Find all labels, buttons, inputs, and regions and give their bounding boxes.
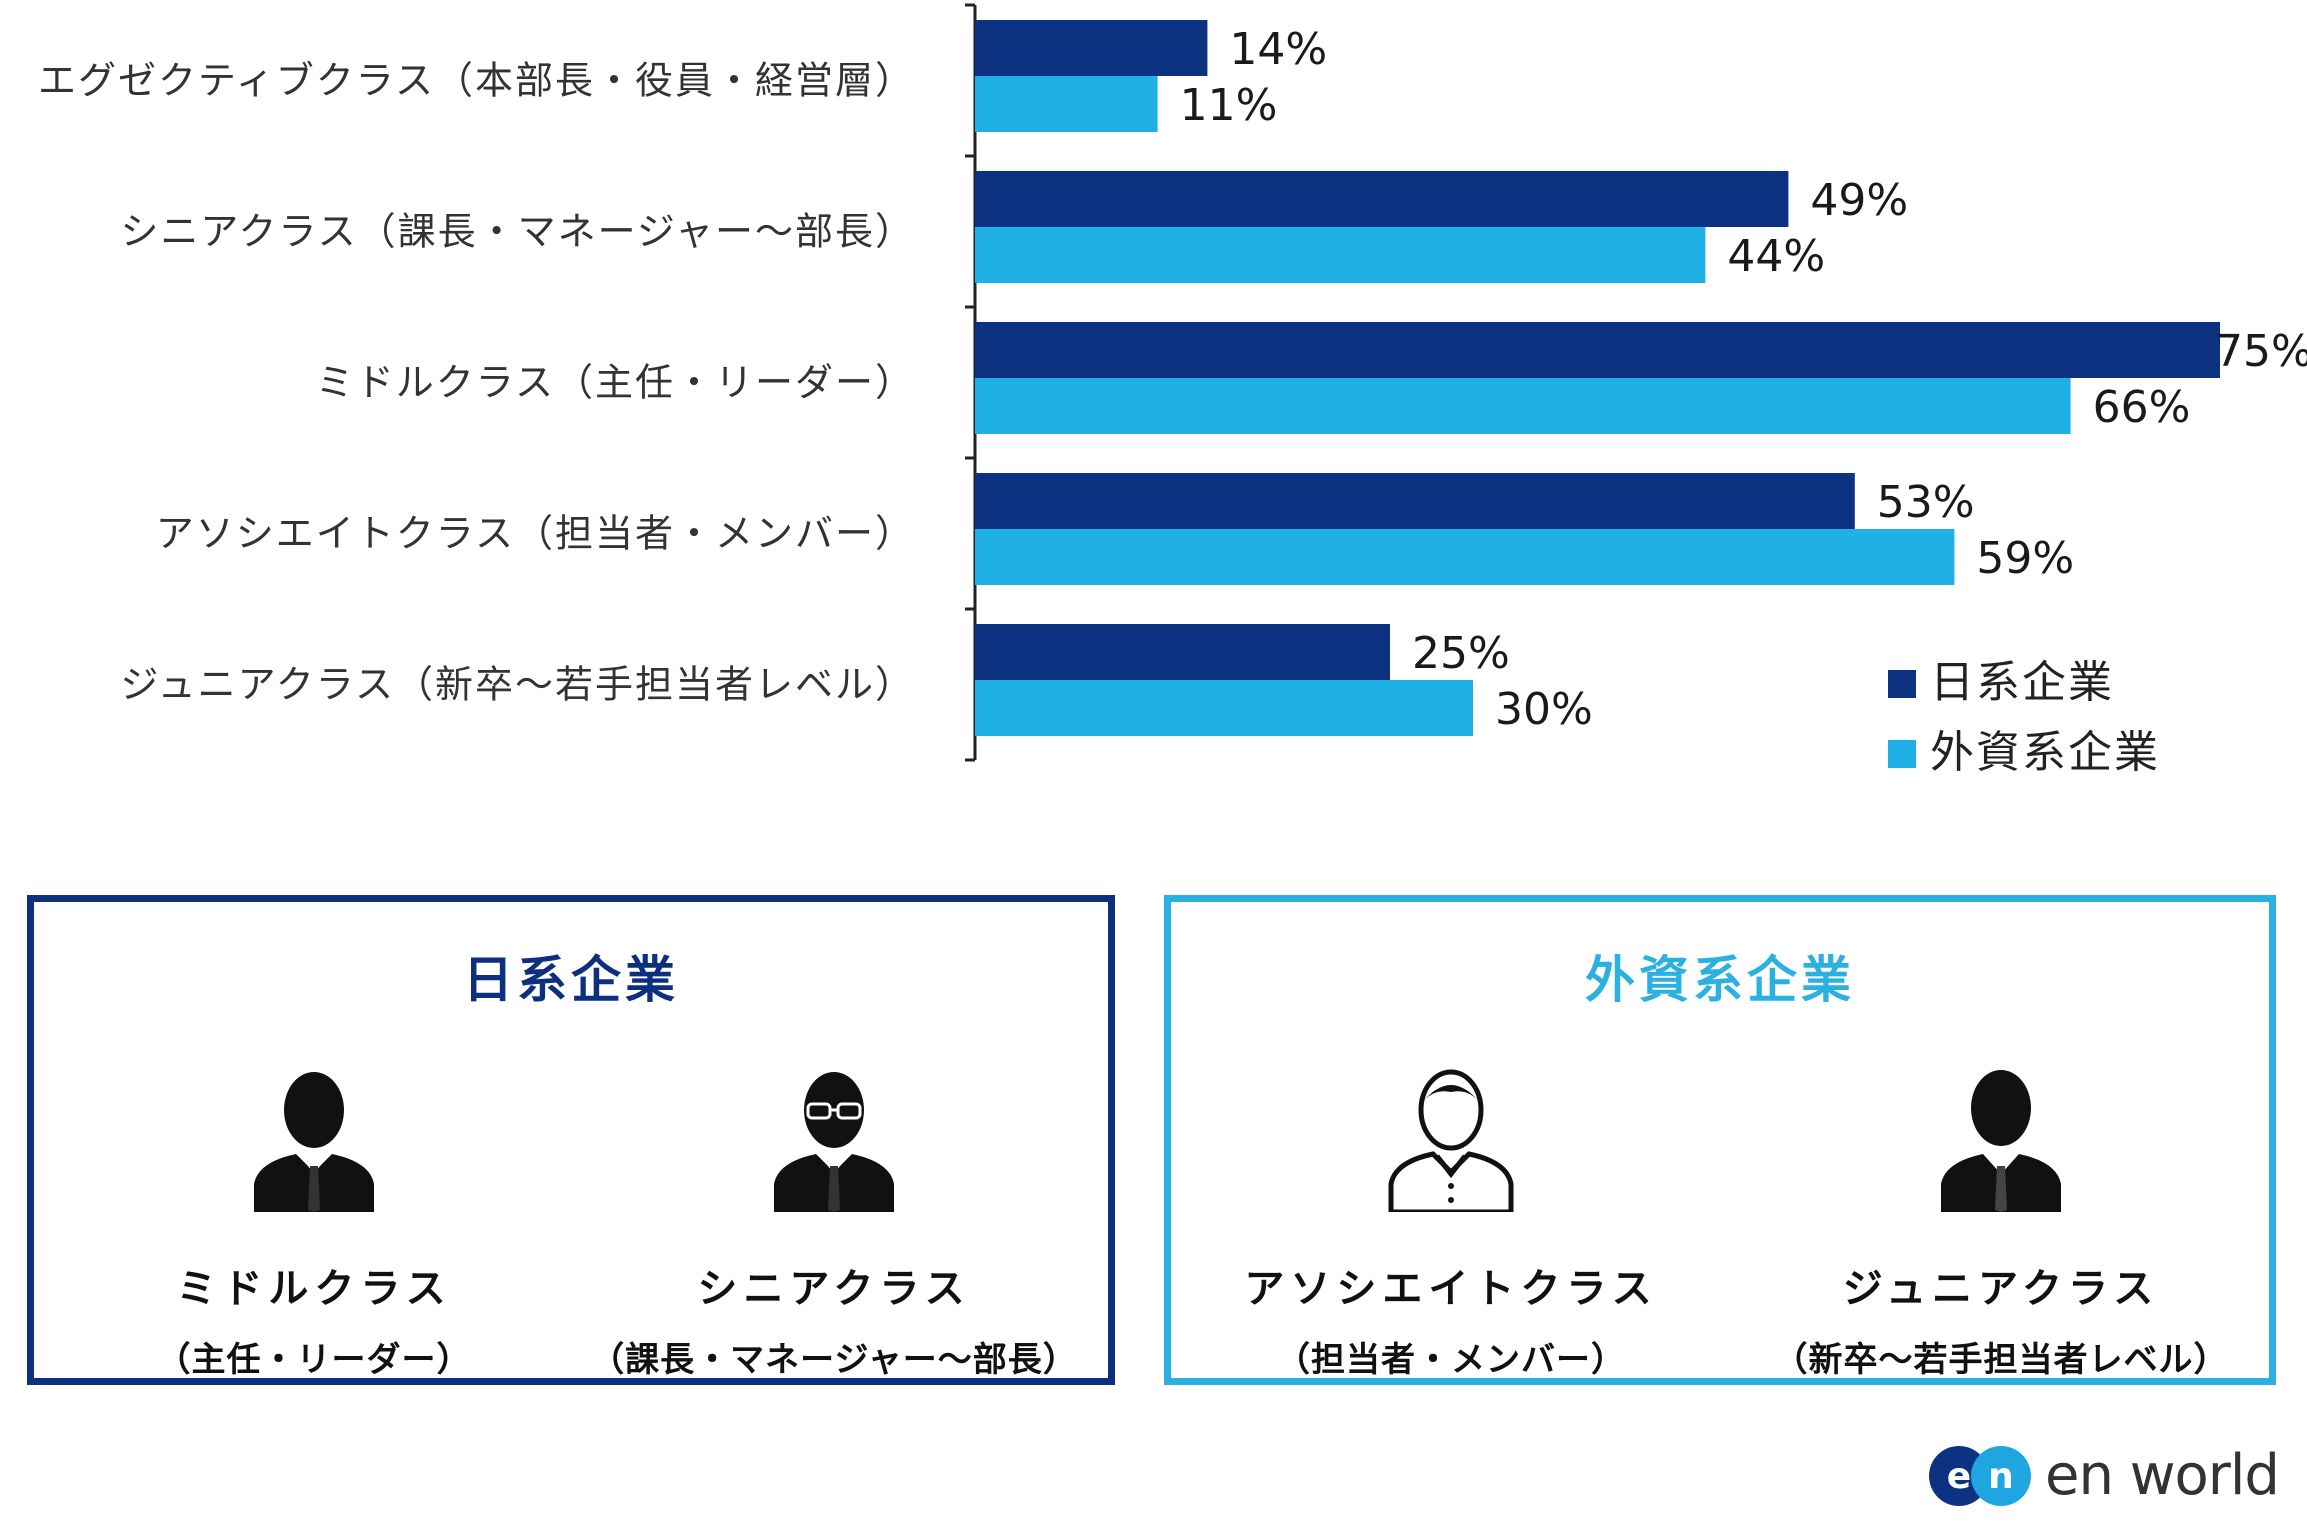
category-label: ミドルクラス（主任・リーダー） (316, 361, 915, 405)
businessman-icon (254, 1072, 374, 1212)
svg-text:e: e (1947, 1456, 1971, 1497)
bar-japanese (975, 473, 1855, 529)
bar-foreign (975, 378, 2071, 434)
value-label: 75% (2215, 326, 2307, 377)
person-subtitle: （担当者・メンバー） (1276, 1340, 1626, 1380)
enworld-logo-text: en world (2045, 1442, 2280, 1508)
person-suit-icon (1941, 1070, 2061, 1212)
category-label: シニアクラス（課長・マネージャー～部長） (120, 210, 915, 254)
bar-foreign (975, 529, 1955, 585)
businessman-glasses-icon (774, 1072, 894, 1212)
value-label: 30% (1495, 684, 1593, 735)
person-name: シニアクラス (697, 1266, 971, 1312)
person-subtitle: （課長・マネージャー～部長） (590, 1340, 1078, 1380)
chart-axis (965, 3, 977, 762)
legend-swatch (1888, 670, 1916, 698)
svg-text:n: n (1988, 1456, 2014, 1497)
category-label: ジュニアクラス（新卒～若手担当者レベル） (120, 663, 915, 707)
category-label: アソシエイトクラス（担当者・メンバー） (156, 512, 915, 556)
value-label: 11% (1180, 80, 1278, 131)
person-name: ミドルクラス (176, 1266, 452, 1312)
japanese-box-title: 日系企業 (463, 951, 679, 1009)
value-label: 66% (2093, 382, 2191, 433)
person-senior-class: シニアクラス （課長・マネージャー～部長） (574, 1062, 1094, 1381)
value-label: 25% (1412, 628, 1510, 679)
legend-label: 日系企業 (1930, 657, 2114, 708)
foreign-companies-box: 外資系企業 アソシエイトクラス （担当者・メンバー） ジュニアクラス （新卒～若… (1164, 895, 2276, 1385)
value-label: 53% (1877, 477, 1975, 528)
bar-foreign (975, 76, 1158, 132)
enworld-logo: e n en world (1925, 1440, 2280, 1510)
person-subtitle: （主任・リーダー） (156, 1340, 472, 1380)
legend-label: 外資系企業 (1930, 727, 2160, 778)
category-labels: エグゼクティブクラス（本部長・役員・経営層） シニアクラス（課長・マネージャー～部… (38, 59, 915, 707)
value-label: 44% (1727, 231, 1825, 282)
person-associate-class: アソシエイトクラス （担当者・メンバー） (1191, 1062, 1711, 1381)
value-labels: 14%11% 49%44% 75% 66% 53%59% 25%30% (1180, 24, 2307, 735)
bar-japanese (975, 322, 2220, 378)
person-middle-class: ミドルクラス （主任・リーダー） (54, 1062, 574, 1381)
person-collar-icon (1388, 1069, 1514, 1212)
bar-foreign (975, 680, 1473, 736)
value-label: 14% (1229, 24, 1327, 75)
enworld-logo-mark: e n (1929, 1446, 2031, 1506)
person-name: ジュニアクラス (1842, 1266, 2160, 1312)
category-label: エグゼクティブクラス（本部長・役員・経営層） (38, 59, 915, 103)
bar-foreign (975, 227, 1706, 283)
value-label: 49% (1810, 175, 1908, 226)
person-subtitle: （新卒～若手担当者レベル） (1773, 1340, 2229, 1380)
legend-swatch (1888, 740, 1916, 768)
chart-bars (975, 20, 2220, 736)
bar-japanese (975, 624, 1390, 680)
value-label: 59% (1976, 533, 2074, 584)
japanese-companies-box: 日系企業 ミドルクラス （主任・リーダー） シニアクラス （課長・マネージャー～… (27, 895, 1115, 1385)
person-junior-class: ジュニアクラス （新卒～若手担当者レベル） (1741, 1062, 2261, 1381)
person-name: アソシエイトクラス (1244, 1266, 1658, 1312)
bar-japanese (975, 171, 1789, 227)
bar-japanese (975, 20, 1208, 76)
foreign-box-title: 外資系企業 (1585, 951, 1855, 1009)
bar-chart: エグゼクティブクラス（本部長・役員・経営層） シニアクラス（課長・マネージャー～部… (38, 3, 2307, 778)
